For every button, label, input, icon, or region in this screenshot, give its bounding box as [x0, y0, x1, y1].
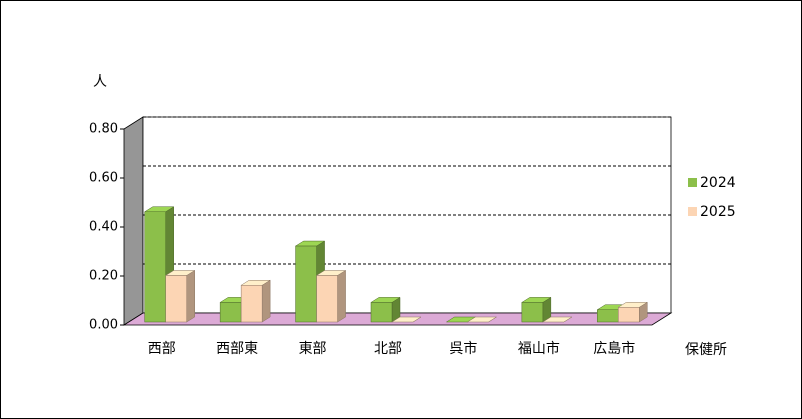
y-axis-title: 人 [93, 74, 107, 90]
left-wall [123, 116, 144, 326]
legend-label: 2024 [700, 175, 736, 191]
bar [370, 302, 393, 323]
y-tick-label: 0.20 [89, 269, 118, 284]
bar-side [186, 269, 195, 323]
y-tick-label: 0.00 [89, 318, 118, 333]
bar [521, 302, 544, 323]
bar [165, 275, 187, 323]
bar-top [391, 316, 422, 323]
bar [316, 275, 338, 323]
bar [144, 211, 166, 323]
x-axis-title: 保健所 [685, 342, 727, 358]
bar [295, 245, 317, 323]
x-tick-label: 東部 [299, 341, 327, 357]
back-wall [142, 116, 672, 314]
y-tick-label: 0.60 [89, 171, 118, 186]
legend-swatch [688, 207, 697, 216]
legend-swatch [688, 178, 697, 187]
bar-side [261, 279, 271, 323]
bar [597, 309, 619, 323]
x-tick-label: 西部東 [216, 341, 258, 357]
bar-side [337, 269, 346, 323]
y-tick-label: 0.80 [89, 122, 118, 137]
legend-label: 2025 [700, 204, 736, 220]
bar-top [466, 316, 498, 323]
bar [618, 307, 640, 323]
bar-top [541, 316, 573, 323]
bar [240, 285, 263, 323]
x-tick-label: 北部 [374, 341, 402, 357]
x-tick-label: 呉市 [449, 340, 477, 357]
y-tick-label: 0.40 [89, 220, 118, 235]
x-tick-label: 広島市 [593, 340, 635, 357]
bar [219, 302, 242, 323]
x-tick-label: 福山市 [518, 340, 560, 357]
x-tick-label: 西部 [148, 341, 176, 357]
